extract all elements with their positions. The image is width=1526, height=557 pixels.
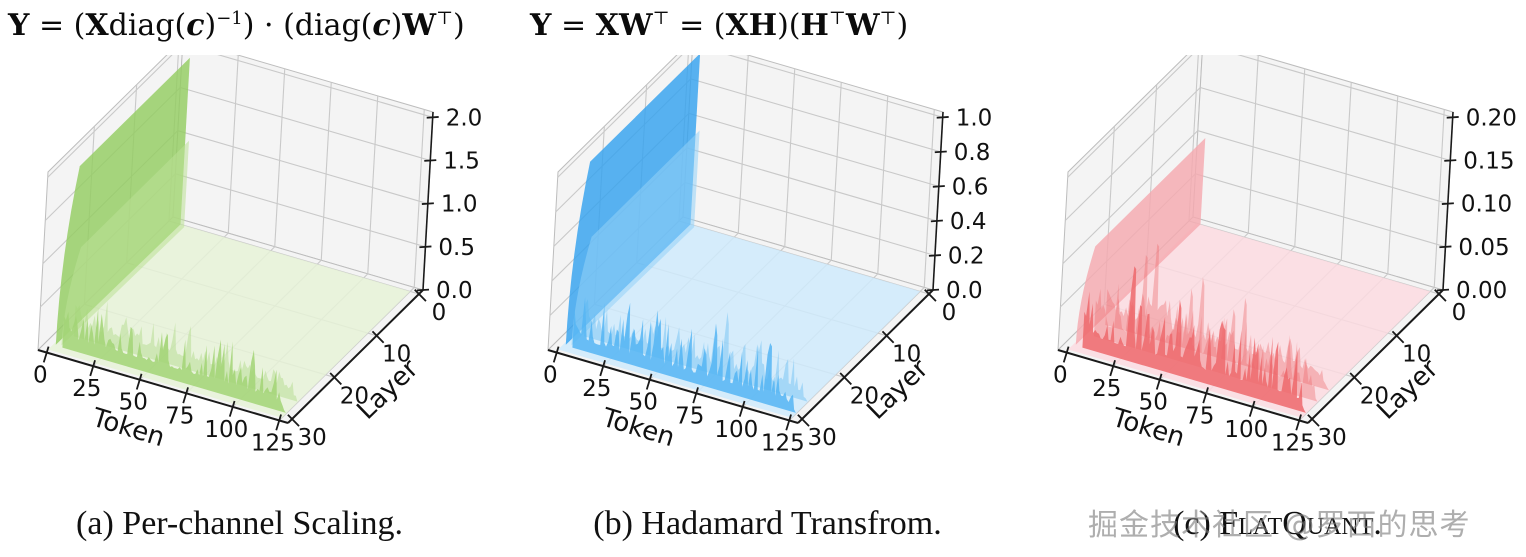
formula-run: W [402, 8, 437, 43]
surface-plot-hadamard-transform: 0 25 50 75 100 125 0 10 20 30 0.0 0.2 0.4 0.6 0.8 1.0 To… [518, 37, 1008, 487]
formula-run: = ( [669, 8, 726, 43]
svg-text:100: 100 [204, 417, 248, 443]
svg-text:1.0: 1.0 [956, 105, 993, 131]
formula-run: H [800, 8, 829, 43]
svg-text:30: 30 [1317, 425, 1346, 451]
svg-text:0.6: 0.6 [952, 174, 989, 200]
formula-run: Y [8, 8, 30, 43]
svg-text:0: 0 [33, 363, 48, 389]
svg-text:0.10: 0.10 [1461, 192, 1512, 218]
per-channel-scaling-formula: Y = (Xdiag(c)−1) · (diag(c)W⊤) [8, 2, 465, 52]
caption-c: (c) FlatQuant. [1035, 499, 1520, 551]
svg-text:30: 30 [807, 425, 836, 451]
formula-run: diag( [108, 8, 187, 43]
hadamard-transform-formula: Y = XW⊤ = (XH)(H⊤W⊤) [530, 2, 908, 52]
svg-text:0.0: 0.0 [436, 278, 473, 304]
svg-text:30: 30 [297, 425, 326, 451]
formula-run: ⊤ [652, 8, 670, 29]
caption-c-smallcaps: latQuant. [1238, 505, 1382, 542]
formula-run: XH [725, 8, 778, 43]
svg-text:0.20: 0.20 [1466, 105, 1517, 131]
noise-bands [1082, 243, 1329, 413]
svg-text:20: 20 [850, 383, 879, 409]
svg-text:0.15: 0.15 [1463, 149, 1514, 175]
surface-plot-flatquant: 0 25 50 75 100 125 0 10 20 30 0.00 0.05 0.10 0.15 0.20… [1028, 37, 1518, 487]
svg-text:0: 0 [432, 300, 447, 326]
formula-run: ⊤ [879, 8, 897, 29]
svg-text:75: 75 [675, 403, 704, 429]
formula-run: ) [453, 8, 465, 43]
plot-b-svg: 025507510012501020300.00.20.40.60.81.0To… [543, 37, 992, 456]
svg-text:25: 25 [1092, 376, 1121, 402]
svg-text:20: 20 [1360, 383, 1389, 409]
svg-text:75: 75 [165, 403, 194, 429]
caption-b: (b) Hadamard Transfrom. [593, 505, 942, 542]
caption-a: (a) Per-channel Scaling. [76, 505, 403, 542]
formula-run: c [372, 8, 391, 43]
formula-run: ⊤ [828, 8, 846, 29]
svg-text:125: 125 [1271, 430, 1315, 456]
formula-run: ⊤ [436, 8, 454, 29]
svg-text:0.4: 0.4 [950, 209, 987, 235]
svg-text:20: 20 [340, 383, 369, 409]
svg-text:10: 10 [1402, 342, 1431, 368]
svg-text:0.2: 0.2 [948, 244, 985, 270]
svg-text:0: 0 [942, 300, 957, 326]
svg-text:100: 100 [714, 417, 758, 443]
svg-text:0.5: 0.5 [438, 235, 475, 261]
svg-text:125: 125 [251, 430, 295, 456]
formula-run: XW [595, 8, 653, 43]
formula-run: X [85, 8, 109, 43]
formula-run: ) [390, 8, 403, 43]
formula-run: ) [204, 8, 217, 43]
svg-text:0: 0 [1053, 363, 1068, 389]
svg-text:0: 0 [1452, 300, 1467, 326]
svg-text:0.00: 0.00 [1456, 278, 1507, 304]
watermark-text: 掘金技术社区 @罗西的思考 [1088, 508, 1471, 543]
svg-text:100: 100 [1224, 417, 1268, 443]
surface-plot-per-channel-scaling: 0 25 50 75 100 125 0 10 20 30 0.0 0.5 1.0 1.5 2.0 Token… [8, 37, 498, 487]
svg-text:0.0: 0.0 [946, 278, 983, 304]
formula-run: = ( [29, 8, 86, 43]
svg-text:1.5: 1.5 [443, 149, 480, 175]
formula-run: −1 [216, 8, 243, 29]
svg-text:2.0: 2.0 [446, 105, 483, 131]
noise-bands [572, 297, 808, 413]
svg-text:10: 10 [892, 342, 921, 368]
svg-text:10: 10 [382, 342, 411, 368]
axes-lines [547, 111, 949, 431]
svg-text:0.8: 0.8 [954, 140, 991, 166]
svg-text:0: 0 [543, 363, 558, 389]
svg-text:50: 50 [629, 390, 658, 416]
noise-bands [62, 301, 298, 413]
formula-run: Y [530, 8, 552, 43]
formula-run: ) [896, 8, 909, 43]
formula-run: ) · (diag( [242, 8, 373, 43]
svg-text:125: 125 [761, 430, 805, 456]
formula-run: W [845, 8, 880, 43]
axes-lines [1057, 111, 1459, 431]
axes-lines [37, 111, 439, 431]
svg-text:50: 50 [119, 390, 148, 416]
svg-text:50: 50 [1139, 390, 1168, 416]
svg-text:1.0: 1.0 [441, 192, 478, 218]
svg-text:75: 75 [1185, 403, 1214, 429]
formula-run: = [551, 8, 596, 43]
svg-text:25: 25 [582, 376, 611, 402]
formula-run: )( [777, 8, 801, 43]
svg-text:0.05: 0.05 [1458, 235, 1509, 261]
plot-a-svg: 025507510012501020300.00.51.01.52.0Token… [33, 37, 482, 456]
svg-text:25: 25 [72, 376, 101, 402]
formula-run: c [186, 8, 205, 43]
caption-c-prefix: (c) F [1173, 505, 1239, 542]
